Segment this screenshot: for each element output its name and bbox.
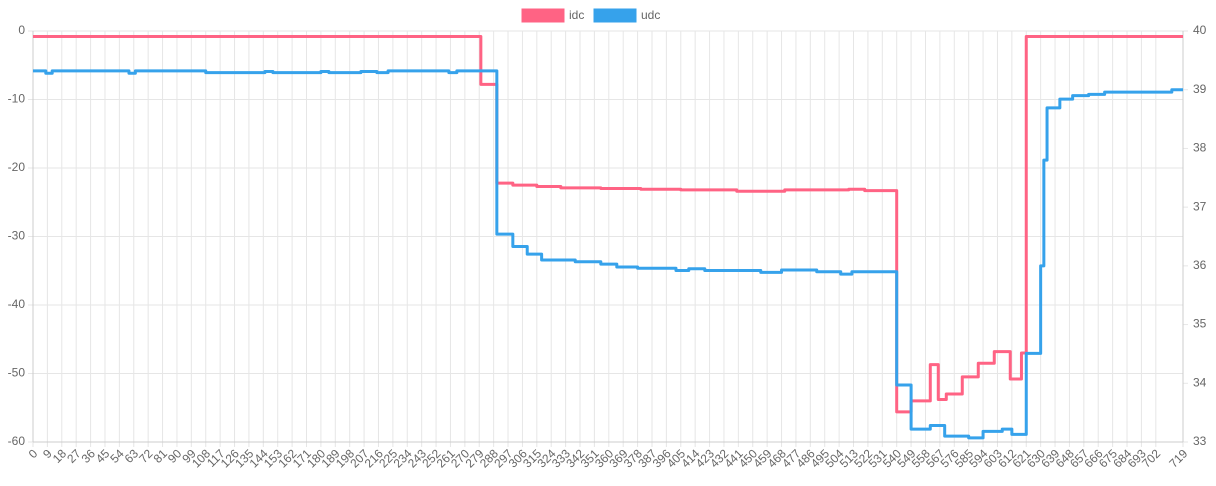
y-tick-label: -60: [8, 434, 26, 448]
x-tick-label: 702: [1139, 446, 1163, 470]
y2-tick-label: 36: [1193, 258, 1207, 272]
y2-tick-label: 39: [1193, 82, 1207, 96]
y-tick-label: -50: [8, 366, 26, 380]
y-tick-label: -30: [8, 229, 26, 243]
series-line: [33, 34, 1183, 414]
legend-label: idc: [569, 8, 584, 22]
legend-swatch: [521, 8, 565, 23]
y-tick-label: -40: [8, 297, 26, 311]
y2-tick-label: 40: [1193, 23, 1207, 37]
y-tick-label: 0: [18, 23, 25, 37]
y-tick-label: -10: [8, 92, 26, 106]
y2-tick-label: 35: [1193, 317, 1207, 331]
y-tick-label: -20: [8, 160, 26, 174]
x-tick-label: 719: [1166, 446, 1190, 470]
series-line: [33, 69, 1183, 440]
y2-tick-label: 33: [1193, 434, 1207, 448]
y2-tick-label: 34: [1193, 375, 1207, 389]
legend-label: udc: [641, 8, 660, 22]
y2-tick-label: 37: [1193, 199, 1207, 213]
x-tick-label: 0: [26, 446, 41, 461]
y2-tick-label: 38: [1193, 141, 1207, 155]
legend-swatch: [593, 8, 637, 23]
